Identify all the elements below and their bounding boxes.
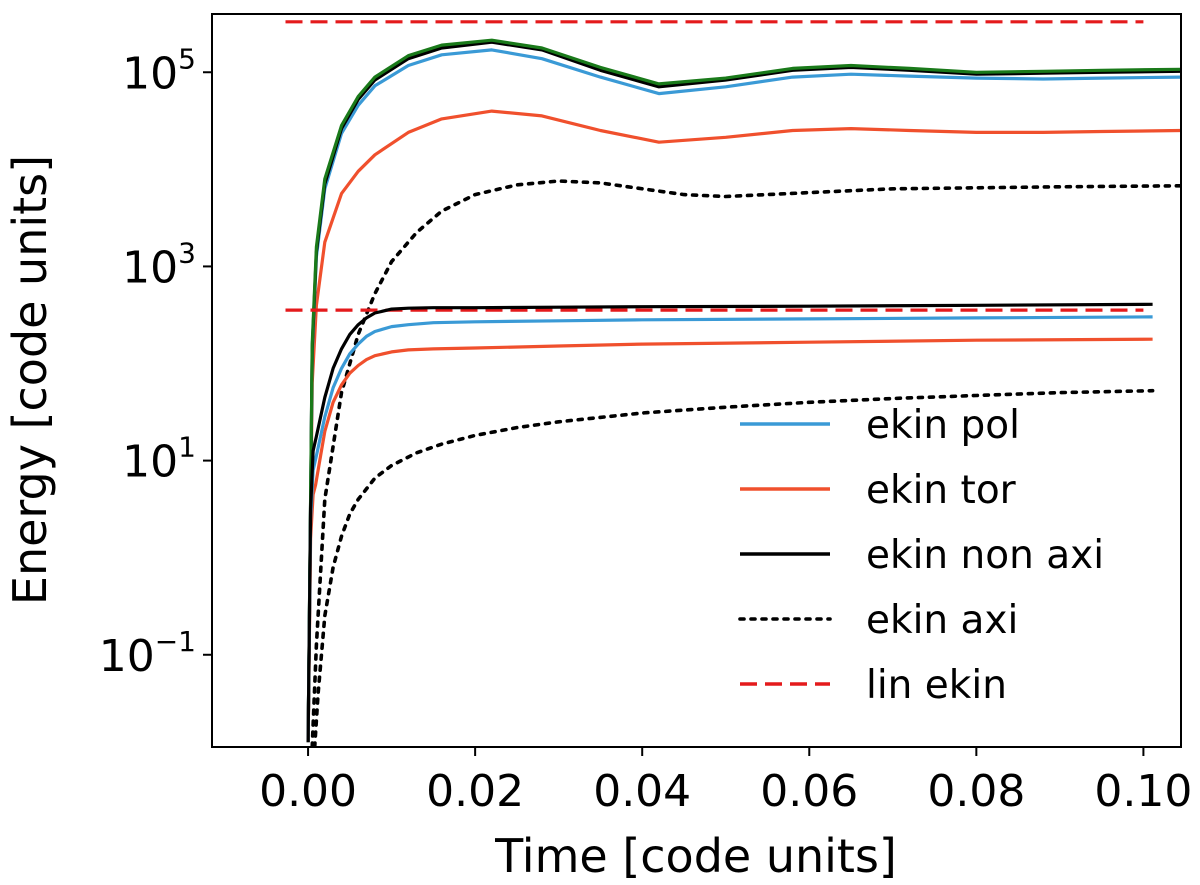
- series-line-ekin-total-upper: [306, 38, 1181, 743]
- x-axis-label: Time [code units]: [494, 829, 897, 883]
- x-tick-label: 0.04: [593, 766, 691, 817]
- series-line-ekin-tor-upper: [306, 109, 1181, 743]
- y-tick-label: 103: [122, 236, 196, 293]
- series-line-ekin-axi-upper: [310, 179, 1181, 747]
- series-line-ekin-axi: [312, 388, 1155, 747]
- x-tick-label: 0.00: [259, 766, 357, 817]
- series-line-ekin-pol: [306, 315, 1153, 743]
- tick-layer: 0.00 0.02 0.04 0.06 0.08 0.10 105 103 101 10−1: [99, 42, 1193, 817]
- legend: ekin pol ekin tor ekin non axi ekin axi lin …: [738, 403, 1104, 708]
- legend-label-ekin-non-axi: ekin non axi: [866, 533, 1104, 578]
- legend-label-lin-ekin: lin ekin: [866, 663, 1007, 708]
- x-tick-label: 0.10: [1094, 766, 1192, 817]
- y-tick-label: 10−1: [99, 625, 196, 682]
- legend-label-ekin-pol: ekin pol: [866, 403, 1020, 448]
- x-tick-label: 0.08: [927, 766, 1025, 817]
- legend-label-ekin-tor: ekin tor: [866, 468, 1017, 513]
- y-axis-label: Energy [code units]: [3, 155, 57, 605]
- series-layer: [285, 20, 1181, 747]
- series-line-ekin-non-axi: [306, 302, 1153, 743]
- series-line-ekin-pol-upper: [306, 48, 1181, 743]
- series-line-ekin-tor: [306, 337, 1153, 743]
- legend-label-ekin-axi: ekin axi: [866, 598, 1018, 643]
- plot-frame: [211, 13, 1182, 748]
- x-tick-label: 0.06: [760, 766, 858, 817]
- y-tick-label: 105: [122, 42, 196, 99]
- x-tick-label: 0.02: [426, 766, 524, 817]
- y-tick-label: 101: [122, 431, 196, 488]
